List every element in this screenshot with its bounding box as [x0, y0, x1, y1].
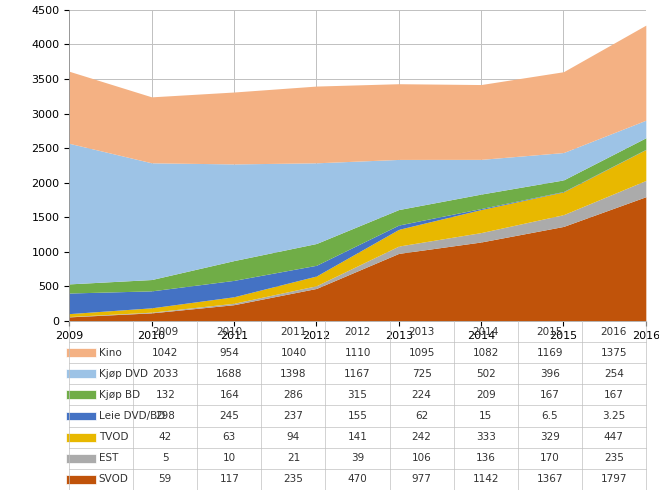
Text: 167: 167 — [604, 390, 623, 400]
Text: EST: EST — [99, 453, 118, 464]
FancyBboxPatch shape — [66, 348, 96, 357]
Text: 2009: 2009 — [152, 326, 179, 337]
Text: 1142: 1142 — [473, 474, 499, 485]
FancyBboxPatch shape — [66, 475, 96, 484]
FancyBboxPatch shape — [66, 369, 96, 378]
Text: 333: 333 — [476, 432, 496, 442]
Text: 2016: 2016 — [600, 326, 627, 337]
Text: 2010: 2010 — [216, 326, 243, 337]
Text: 2012: 2012 — [344, 326, 371, 337]
Text: 502: 502 — [476, 369, 496, 379]
Text: 2015: 2015 — [536, 326, 563, 337]
Text: 1169: 1169 — [536, 347, 563, 358]
Text: 1095: 1095 — [409, 347, 435, 358]
Text: 1398: 1398 — [280, 369, 306, 379]
Text: Kjøp DVD: Kjøp DVD — [99, 369, 148, 379]
Text: 1375: 1375 — [600, 347, 627, 358]
Text: 396: 396 — [540, 369, 559, 379]
Text: 1042: 1042 — [152, 347, 179, 358]
Text: 63: 63 — [223, 432, 236, 442]
Text: 1167: 1167 — [344, 369, 371, 379]
Text: 141: 141 — [347, 432, 368, 442]
Text: 254: 254 — [604, 369, 623, 379]
Text: Kino: Kino — [99, 347, 121, 358]
Text: 237: 237 — [283, 411, 303, 421]
Text: 1688: 1688 — [216, 369, 243, 379]
Text: 3.25: 3.25 — [602, 411, 625, 421]
Text: 2011: 2011 — [280, 326, 306, 337]
Text: 59: 59 — [159, 474, 172, 485]
FancyBboxPatch shape — [66, 391, 96, 399]
Text: 209: 209 — [476, 390, 496, 400]
Text: 1367: 1367 — [536, 474, 563, 485]
Text: 132: 132 — [156, 390, 175, 400]
Text: 136: 136 — [476, 453, 496, 464]
Text: 1040: 1040 — [280, 347, 306, 358]
Text: 286: 286 — [283, 390, 303, 400]
Text: 10: 10 — [223, 453, 236, 464]
Text: 164: 164 — [219, 390, 239, 400]
Text: 6.5: 6.5 — [542, 411, 558, 421]
Text: 977: 977 — [412, 474, 432, 485]
Text: 1082: 1082 — [473, 347, 499, 358]
Text: Leie DVD/BD: Leie DVD/BD — [99, 411, 165, 421]
Text: 155: 155 — [347, 411, 368, 421]
Text: 315: 315 — [347, 390, 368, 400]
Text: 15: 15 — [479, 411, 492, 421]
Text: 117: 117 — [219, 474, 239, 485]
Text: 235: 235 — [604, 453, 623, 464]
Text: 106: 106 — [412, 453, 432, 464]
FancyBboxPatch shape — [66, 454, 96, 463]
Text: 2014: 2014 — [473, 326, 499, 337]
Text: 245: 245 — [219, 411, 239, 421]
Text: 2033: 2033 — [152, 369, 179, 379]
Text: 447: 447 — [604, 432, 623, 442]
Text: 235: 235 — [283, 474, 303, 485]
Text: 2013: 2013 — [409, 326, 435, 337]
Text: 170: 170 — [540, 453, 559, 464]
Text: 94: 94 — [287, 432, 300, 442]
FancyBboxPatch shape — [66, 412, 96, 420]
Text: 954: 954 — [219, 347, 239, 358]
Text: TVOD: TVOD — [99, 432, 129, 442]
Text: 167: 167 — [540, 390, 559, 400]
Text: SVOD: SVOD — [99, 474, 129, 485]
Text: 42: 42 — [159, 432, 172, 442]
Text: 725: 725 — [412, 369, 432, 379]
FancyBboxPatch shape — [66, 433, 96, 441]
Text: 5: 5 — [162, 453, 169, 464]
Text: 1110: 1110 — [344, 347, 371, 358]
Text: 298: 298 — [156, 411, 175, 421]
Text: 242: 242 — [412, 432, 432, 442]
Text: Kjøp BD: Kjøp BD — [99, 390, 140, 400]
Text: 39: 39 — [351, 453, 364, 464]
Text: 1797: 1797 — [600, 474, 627, 485]
Text: 21: 21 — [287, 453, 300, 464]
Text: 62: 62 — [415, 411, 428, 421]
Text: 329: 329 — [540, 432, 559, 442]
Text: 224: 224 — [412, 390, 432, 400]
Text: 470: 470 — [348, 474, 367, 485]
